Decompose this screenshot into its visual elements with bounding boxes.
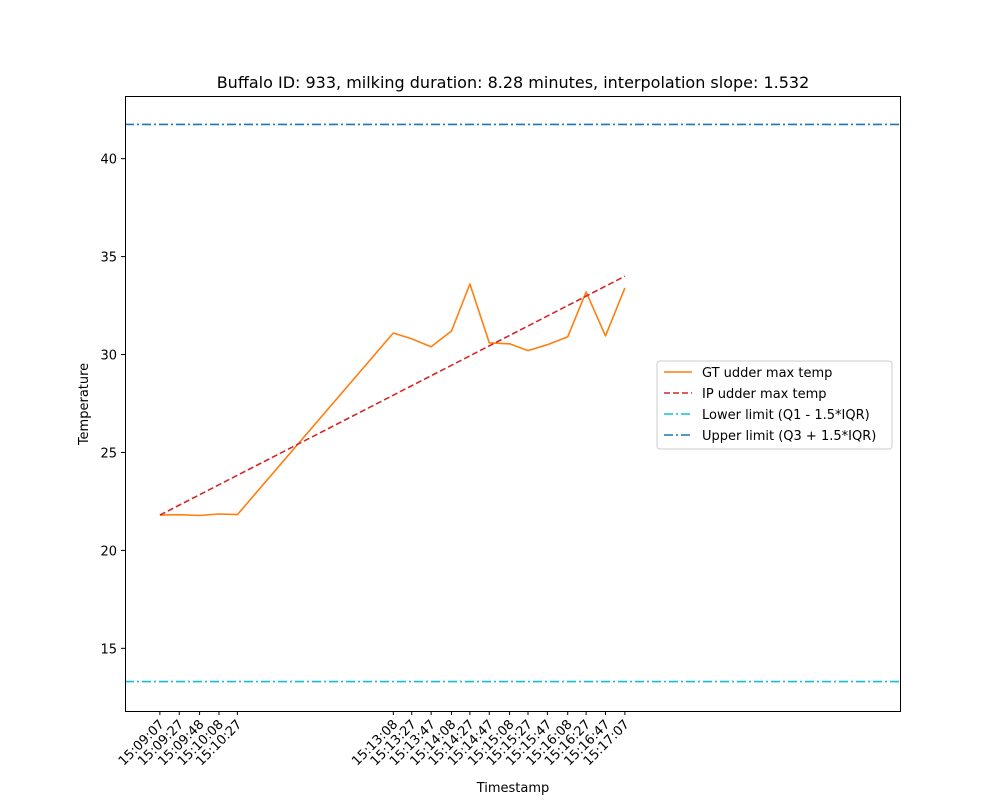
legend-label-1: GT udder max temp — [702, 366, 832, 381]
y-tick-label: 15 — [100, 642, 117, 657]
y-tick-label: 25 — [100, 446, 117, 461]
x-axis-label: Timestamp — [476, 781, 550, 796]
plot-frame — [125, 96, 901, 712]
legend-label-4: Upper limit (Q3 + 1.5*IQR) — [702, 429, 876, 444]
y-tick-label: 20 — [100, 544, 117, 559]
legend: GT udder max temp IP udder max temp Lower … — [656, 360, 893, 450]
y-tick-label: 35 — [100, 251, 117, 266]
legend-label-3: Lower limit (Q1 - 1.5*IQR) — [702, 408, 870, 423]
x-axis: 15:09:0715:09:2715:09:4815:10:0815:10:27… — [116, 711, 633, 769]
series-line-1 — [159, 283, 626, 517]
legend-box — [656, 360, 893, 450]
y-axis: 15 20 25 30 35 40 — [100, 153, 125, 657]
y-axis-label: Temperature — [77, 363, 92, 446]
chart-title: Buffalo ID: 933, milking duration: 8.28 … — [217, 73, 810, 92]
legend-label-2: IP udder max temp — [702, 387, 827, 402]
y-tick-label: 40 — [100, 153, 117, 168]
series-line-2 — [159, 275, 626, 516]
y-tick-label: 30 — [100, 349, 117, 364]
plot-area — [125, 123, 900, 683]
